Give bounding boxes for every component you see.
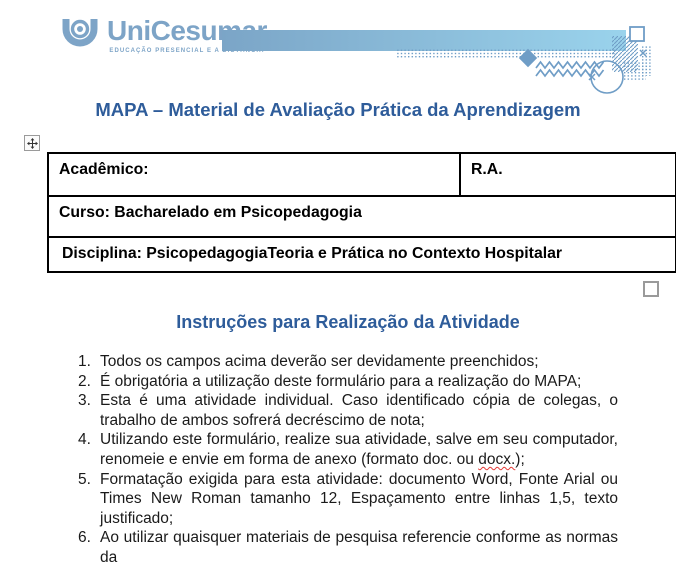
outlined-square xyxy=(629,26,645,42)
item-text: Formatação exigida para esta atividade: … xyxy=(100,470,618,527)
table-row: Curso: Bacharelado em Psicopedagogia xyxy=(47,195,676,238)
cell-disciplina[interactable]: Disciplina: PsicopedagogiaTeoria e Práti… xyxy=(47,236,676,273)
cell-academico[interactable]: Acadêmico: xyxy=(47,152,461,197)
item-text: Utilizando este formulário, realize sua … xyxy=(100,430,618,469)
instruction-item: 5. Formatação exigida para esta atividad… xyxy=(78,470,618,529)
cell-curso[interactable]: Curso: Bacharelado em Psicopedagogia xyxy=(47,195,676,238)
item-number: 6. xyxy=(78,529,91,547)
dotted-strip xyxy=(397,49,616,59)
logo-tagline: EDUCAÇÃO PRESENCIAL E A DISTÂNCIA xyxy=(109,48,265,54)
academico-label: Acadêmico: xyxy=(59,161,149,178)
header-banner-bar xyxy=(222,30,626,51)
instruction-item: 3. Esta é uma atividade individual. Caso… xyxy=(78,391,618,430)
instruction-item: 4. Utilizando este formulário, realize s… xyxy=(78,430,618,469)
item-number: 2. xyxy=(78,372,91,390)
header-decoration-graphics xyxy=(397,26,651,94)
document-page: UniCesumar EDUCAÇÃO PRESENCIAL E A DISTÂ… xyxy=(24,15,676,566)
item-number: 5. xyxy=(78,470,91,488)
ra-label: R.A. xyxy=(471,161,503,178)
item-text: Todos os campos acima deverão ser devida… xyxy=(100,353,539,370)
instructions-list: 1. Todos os campos acima deverão ser dev… xyxy=(78,352,618,568)
instruction-item: 1. Todos os campos acima deverão ser dev… xyxy=(78,352,618,372)
item-text-after: ); xyxy=(515,450,525,468)
table-row: Acadêmico: R.A. xyxy=(47,152,676,197)
item-number: 4. xyxy=(78,431,91,449)
table-resize-handle[interactable] xyxy=(643,281,659,297)
cell-ra[interactable]: R.A. xyxy=(459,152,676,197)
diamond-shape xyxy=(518,48,538,68)
x-mark xyxy=(639,49,647,57)
instruction-item: 6. Ao utilizar quaisquer materiais de pe… xyxy=(78,528,618,567)
item-text: Esta é uma atividade individual. Caso id… xyxy=(100,392,618,429)
dotted-block xyxy=(642,46,651,76)
item-text: Ao utilizar quaisquer materiais de pesqu… xyxy=(100,529,618,566)
disciplina-label: Disciplina: PsicopedagogiaTeoria e Práti… xyxy=(62,245,563,262)
curso-label: Curso: Bacharelado em Psicopedagogia xyxy=(59,204,362,221)
zigzag-line xyxy=(535,60,605,70)
item-text: É obrigatória a utilização deste formulá… xyxy=(100,372,582,390)
instruction-item: 2. É obrigatória a utilização deste form… xyxy=(78,372,618,392)
form-table: Acadêmico: R.A. Curso: Bacharelado em Ps… xyxy=(47,152,676,273)
page-title: MAPA – Material de Avaliação Prática da … xyxy=(95,99,581,120)
misspelled-word: docx. xyxy=(478,450,516,468)
x-mark xyxy=(588,73,596,81)
table-move-handle-icon[interactable] xyxy=(24,135,40,151)
zigzag-line xyxy=(535,68,605,78)
unicesumar-logo-icon xyxy=(62,19,98,47)
instructions-heading: Instruções para Realização da Atividade xyxy=(176,312,520,332)
item-text-before: Utilizando este formulário, realize sua … xyxy=(100,431,618,468)
hatched-square xyxy=(612,36,638,72)
table-row: Disciplina: PsicopedagogiaTeoria e Práti… xyxy=(47,236,676,273)
item-number: 3. xyxy=(78,392,91,410)
item-number: 1. xyxy=(78,353,91,370)
